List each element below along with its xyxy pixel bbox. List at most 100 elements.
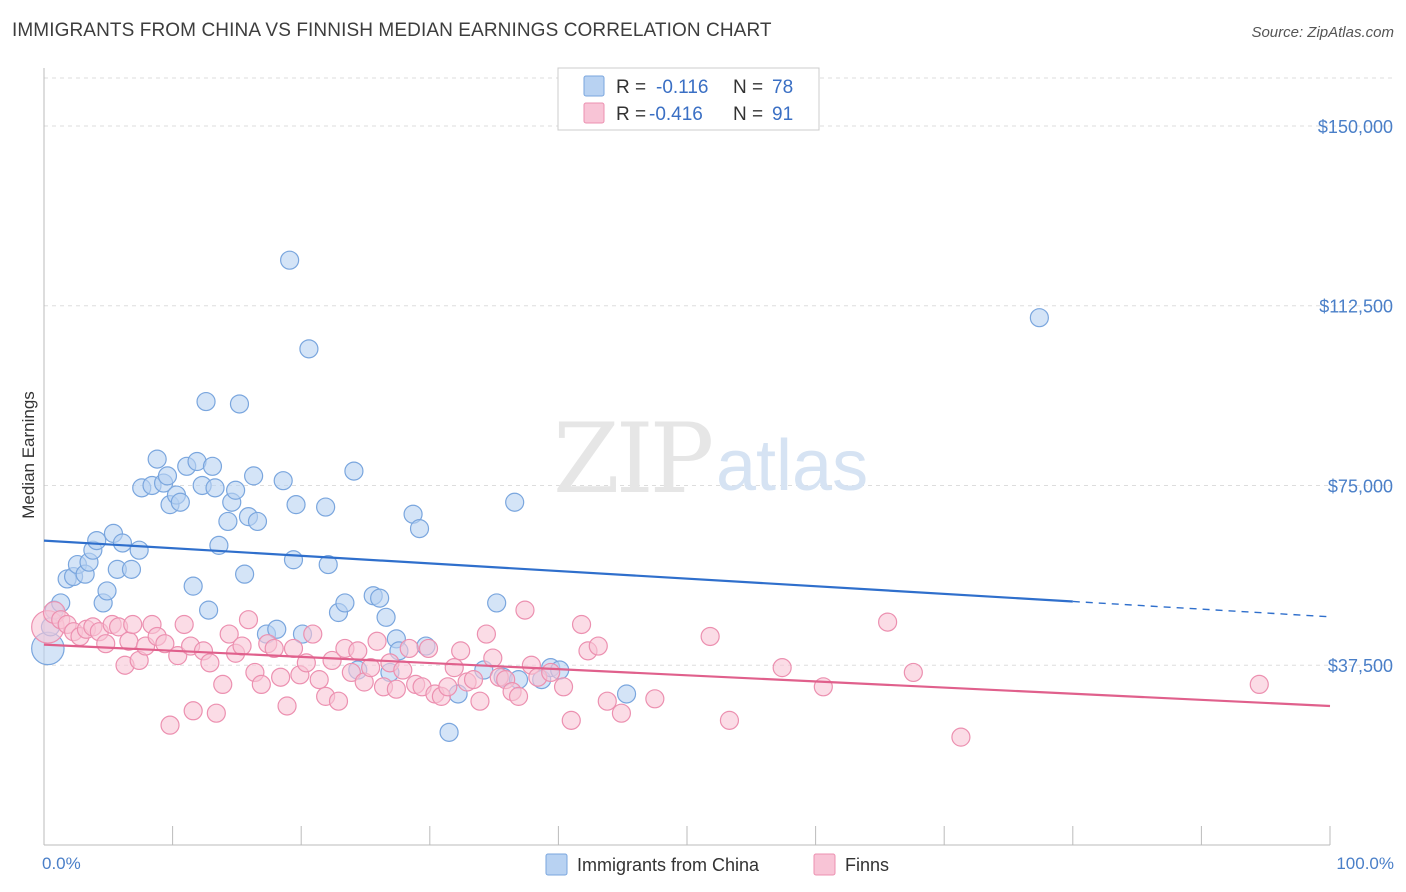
y-axis-label: Median Earnings [19,391,38,519]
china-point [244,466,264,486]
trend-line-china-extension [1072,600,1331,618]
finns-point [541,662,561,683]
finns-point [160,715,180,735]
finns-point [508,686,529,706]
finns-point [1249,674,1269,695]
bottom-legend-label-china: Immigrants from China [577,855,760,875]
china-point [235,564,255,584]
china-point [616,684,637,704]
finns-point [213,674,233,695]
china-point [487,593,507,613]
china-point [335,593,355,613]
china-point [409,519,430,539]
china-point [280,250,300,270]
finns-point [361,658,381,678]
china-point [226,480,246,500]
finns-point [878,612,898,632]
finns-point [271,667,291,687]
finns-point [588,636,608,656]
finns-point [451,641,471,661]
china-point [205,478,225,498]
finns-point [470,691,490,711]
finns-point [183,701,203,721]
china-point [273,471,293,491]
legend-n-label-finns: N = [733,104,763,125]
finns-point [418,638,439,659]
bottom-legend-swatch-china [545,853,568,876]
finns-point [611,703,632,723]
china-point [97,581,117,601]
finns-point [219,624,239,644]
y-tick-label: $75,000 [1328,476,1393,496]
china-point [439,722,459,742]
finns-point [903,662,923,683]
finns-point [341,662,361,683]
finns-point [772,658,792,678]
china-point [376,607,396,627]
legend-r-label-china: R = [616,77,646,98]
x-tick-label-end: 100.0% [1336,854,1394,873]
china-point [318,554,338,575]
china-point [170,492,190,512]
finns-point [206,703,226,723]
bottom-legend-swatch-finns [813,853,836,876]
china-point [286,495,306,515]
china-point [299,339,319,359]
china-point [505,492,525,512]
china-point [370,588,390,608]
finns-point [438,677,458,697]
china-point [157,466,178,486]
chart-source: Source: ZipAtlas.com [1251,24,1394,41]
china-point [112,533,133,553]
finns-point [597,691,617,711]
china-point [316,497,336,517]
chart-title: IMMIGRANTS FROM CHINA VS FINNISH MEDIAN … [12,20,772,41]
legend: R = -0.116 N = 78 R = -0.416 N = 91 [557,67,820,131]
y-tick-label: $150,000 [1318,117,1393,137]
finns-point [200,653,220,673]
x-tick-labels: 0.0% 100.0% [42,854,1394,873]
finns-point [399,638,419,659]
china-point [247,511,268,532]
finns-point [303,624,323,644]
china-point [183,576,203,596]
finns-point [283,638,304,659]
finns-point [123,614,143,635]
y-tick-labels: $37,500 $75,000 $112,500 $150,000 [1318,117,1393,676]
finns-point [322,650,342,671]
finns-point [571,614,592,635]
bottom-legend-label-finns: Finns [845,855,889,875]
china-point [196,391,216,412]
trend-line-china [43,539,1073,603]
china-point [267,619,287,639]
finns-point [155,634,175,654]
watermark-zip: ZIP [553,403,712,515]
finns-point [238,610,259,630]
finns-point [251,674,271,695]
finns-point [476,624,496,644]
finns-point [277,696,297,716]
china-point [344,461,364,481]
trend-lines [43,539,1331,708]
finns-point [483,648,503,668]
legend-n-value-finns: 91 [772,104,793,125]
finns-point [444,658,464,678]
finns-point [719,710,740,730]
finns-point [174,614,194,635]
legend-n-value-china: 78 [772,77,793,98]
legend-swatch-finns [583,102,605,124]
finns-point [393,660,413,680]
x-tick-label-start: 0.0% [42,854,81,873]
finns-point [96,634,116,654]
china-point [87,530,107,551]
finns-point [553,677,574,697]
finns-point [367,631,387,651]
china-point [199,600,219,620]
china-point [283,550,304,570]
finns-point [561,710,581,730]
china-point [218,511,238,532]
china-point [1029,308,1049,328]
watermark-atlas: atlas [716,426,868,506]
finns-point [264,638,284,659]
